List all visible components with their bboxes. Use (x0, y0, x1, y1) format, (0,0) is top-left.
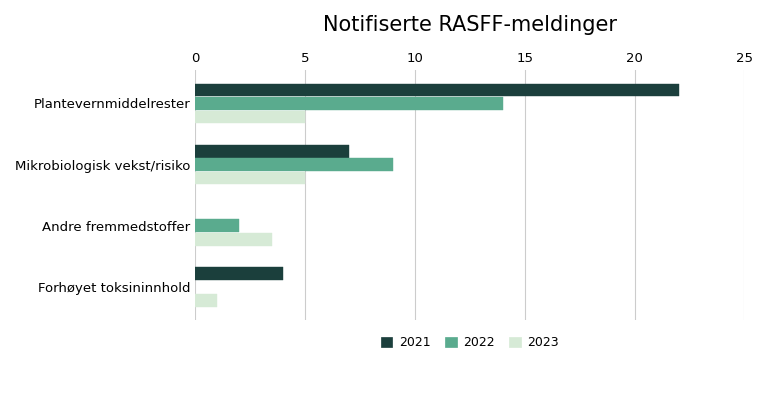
Bar (195, 219, 239, 232)
Bar (195, 294, 217, 307)
Legend: 2021, 2022, 2023: 2021, 2022, 2023 (376, 331, 564, 354)
Bar (195, 110, 305, 123)
Bar (195, 84, 679, 96)
Bar (195, 267, 283, 280)
Bar (195, 233, 272, 245)
Bar (195, 172, 305, 185)
Bar (195, 145, 349, 158)
Bar (195, 97, 503, 110)
Title: Notifiserte RASFF-meldinger: Notifiserte RASFF-meldinger (323, 15, 617, 35)
Bar (195, 158, 393, 171)
